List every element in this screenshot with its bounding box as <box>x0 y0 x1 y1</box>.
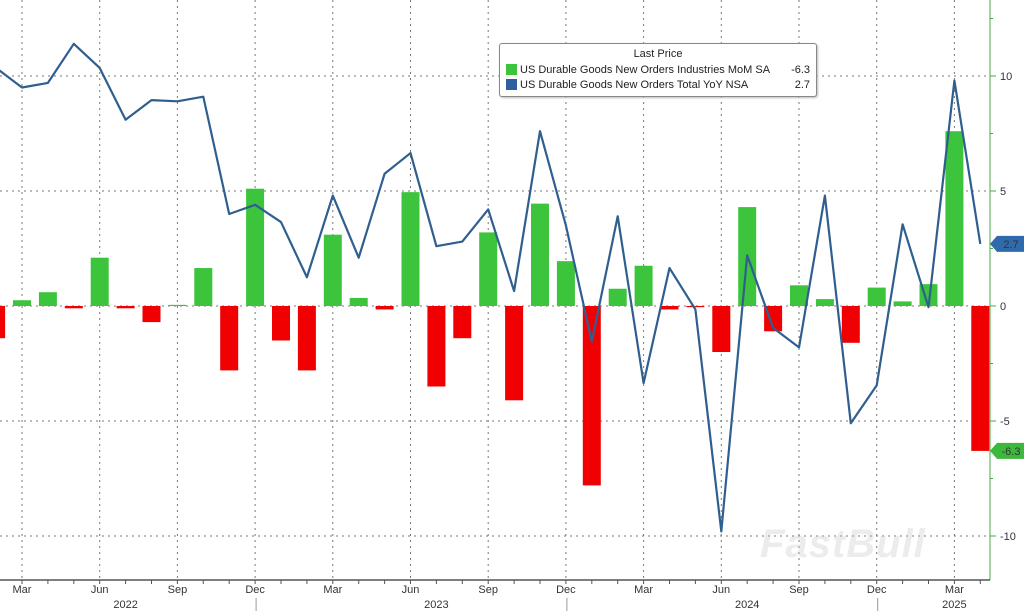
bar <box>531 203 549 306</box>
bar <box>660 306 679 310</box>
legend-swatch-green <box>506 64 517 75</box>
x-tick-label: Sep <box>478 584 498 596</box>
x-tick-label: Mar <box>323 584 342 596</box>
bar <box>790 285 808 306</box>
x-tick-label: Dec <box>245 584 265 596</box>
bar <box>634 265 653 306</box>
bar <box>272 306 290 341</box>
legend-item-yoy: US Durable Goods New Orders Total YoY NS… <box>506 77 810 92</box>
bar <box>893 301 912 306</box>
last-value-badge-text: -6.3 <box>1002 446 1021 458</box>
y-tick-label: -10 <box>1000 531 1016 543</box>
last-value-badge-text: 2.7 <box>1003 239 1018 251</box>
bar <box>453 306 472 339</box>
bar <box>142 306 161 323</box>
line-series-yoy <box>0 42 982 533</box>
last-value-badge <box>990 442 1024 459</box>
y-tick-label: 10 <box>1000 71 1012 83</box>
x-tick-label: Mar <box>13 584 32 596</box>
bar <box>38 292 57 306</box>
y-tick-label: 5 <box>1000 186 1006 198</box>
x-tick-label: Jun <box>712 584 730 596</box>
legend: Last Price US Durable Goods New Orders I… <box>499 43 818 97</box>
bar <box>686 306 705 308</box>
bar <box>556 261 575 306</box>
bar <box>945 131 964 306</box>
bar <box>867 287 886 306</box>
legend-value: -6.3 <box>791 63 811 76</box>
bar <box>971 306 990 451</box>
y-tick-label: -5 <box>1000 416 1010 428</box>
bar <box>712 306 731 352</box>
bar <box>427 306 446 387</box>
bar <box>841 306 860 343</box>
bar <box>116 306 135 309</box>
x-tick-label: Dec <box>556 584 576 596</box>
x-tick-label: Sep <box>168 584 188 596</box>
x-year-label: 2024 <box>735 599 759 611</box>
bar <box>401 192 420 306</box>
last-value-badge <box>990 235 1024 252</box>
bar <box>349 297 368 306</box>
bar <box>194 268 213 306</box>
bar <box>168 304 187 306</box>
bar <box>64 306 83 309</box>
x-year-label: 2022 <box>113 599 137 611</box>
bar <box>0 306 6 339</box>
x-year-label: 2023 <box>424 599 448 611</box>
bar <box>815 299 834 306</box>
watermark-logo: FastBull <box>760 522 926 566</box>
y-tick-label: 0 <box>1000 301 1006 313</box>
x-tick-label: Jun <box>91 584 109 596</box>
legend-label: US Durable Goods New Orders Industries M… <box>520 63 771 76</box>
bar <box>582 306 601 486</box>
bar <box>375 306 394 310</box>
legend-swatch-blue <box>506 79 517 90</box>
bar <box>90 257 109 306</box>
x-year-label: 2025 <box>942 599 966 611</box>
x-tick-label: Mar <box>945 584 964 596</box>
x-tick-label: Dec <box>867 584 887 596</box>
bar <box>220 306 239 371</box>
bar <box>13 300 31 306</box>
x-tick-label: Mar <box>634 584 653 596</box>
x-tick-label: Sep <box>789 584 809 596</box>
bar <box>608 288 627 306</box>
legend-item-mom: US Durable Goods New Orders Industries M… <box>506 62 810 77</box>
bar <box>479 232 498 306</box>
bar <box>246 188 265 306</box>
legend-label: US Durable Goods New Orders Total YoY NS… <box>520 78 749 91</box>
bar <box>297 306 316 371</box>
legend-value: 2.7 <box>794 78 811 91</box>
bar <box>323 234 342 306</box>
bar <box>505 306 524 401</box>
legend-title: Last Price <box>633 48 683 60</box>
x-tick-label: Jun <box>402 584 420 596</box>
